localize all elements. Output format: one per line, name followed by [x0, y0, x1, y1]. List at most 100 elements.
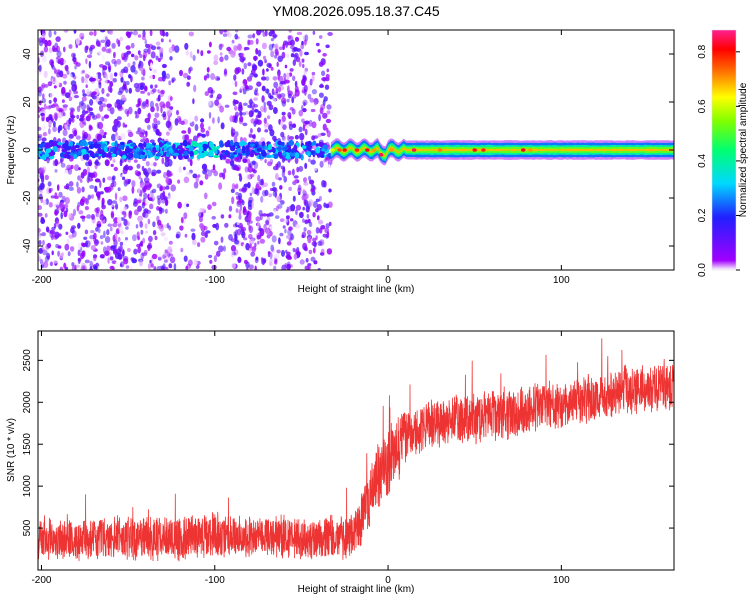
noise-blob	[268, 261, 273, 266]
noise-blob	[301, 231, 307, 239]
noise-blob	[166, 108, 171, 117]
noise-blob	[76, 187, 82, 194]
noise-blob	[256, 234, 262, 240]
spectrogram-xtick-label: -100	[205, 275, 225, 286]
noise-blob	[310, 159, 316, 165]
noise-blob	[48, 128, 51, 135]
noise-blob	[113, 51, 116, 59]
noise-blob	[243, 102, 248, 107]
noise-blob	[305, 206, 310, 213]
noise-blob	[321, 77, 327, 82]
noise-blob	[239, 111, 243, 116]
noise-blob	[54, 159, 58, 167]
noise-blob	[81, 96, 87, 102]
noise-blob	[313, 241, 317, 248]
noise-blob	[161, 75, 166, 82]
noise-blob	[118, 226, 123, 234]
noise-blob	[152, 230, 157, 236]
noise-blob	[258, 225, 262, 232]
noise-blob	[264, 88, 270, 94]
noise-blob	[246, 76, 253, 82]
noise-blob	[130, 266, 134, 270]
noise-band-blob	[266, 154, 272, 159]
noise-blob	[45, 226, 50, 233]
noise-blob	[186, 171, 192, 176]
noise-blob	[75, 37, 80, 46]
noise-blob	[154, 235, 158, 241]
noise-blob	[115, 261, 119, 269]
noise-band-blob	[73, 153, 78, 160]
noise-blob	[213, 255, 217, 263]
noise-blob	[300, 43, 305, 50]
noise-blob	[77, 249, 81, 257]
noise-blob	[87, 171, 91, 179]
noise-blob	[56, 72, 61, 78]
noise-blob	[77, 175, 81, 181]
colorbar-label: Normalized spectral amplitude	[738, 82, 749, 217]
noise-blob	[200, 231, 206, 237]
noise-blob	[235, 208, 239, 213]
noise-blob	[166, 222, 170, 229]
noise-blob	[95, 113, 101, 119]
signal-peak	[342, 148, 347, 152]
noise-band-blob	[230, 139, 234, 147]
noise-blob	[119, 159, 123, 167]
noise-blob	[226, 46, 232, 52]
noise-blob	[74, 95, 79, 99]
noise-band-blob	[111, 146, 116, 152]
noise-blob	[126, 248, 131, 252]
noise-blob	[102, 177, 106, 183]
noise-blob	[147, 47, 151, 55]
signal-band-layer	[330, 146, 674, 157]
noise-blob	[203, 75, 207, 81]
noise-blob	[302, 63, 305, 69]
snr-xlabel: Height of straight line (km)	[298, 584, 415, 595]
noise-blob	[304, 120, 310, 125]
noise-blob	[293, 175, 299, 179]
noise-blob	[255, 48, 259, 55]
noise-blob	[95, 95, 100, 103]
noise-blob	[233, 179, 239, 184]
noise-blob	[72, 53, 76, 61]
noise-blob	[284, 79, 290, 84]
noise-blob	[170, 184, 176, 192]
noise-blob	[77, 222, 81, 229]
noise-blob	[239, 115, 244, 123]
noise-blob	[208, 41, 212, 48]
noise-blob	[139, 243, 144, 248]
noise-blob	[205, 130, 210, 137]
noise-blob	[274, 215, 280, 220]
noise-blob	[252, 33, 255, 39]
noise-blob	[90, 230, 95, 234]
noise-blob	[165, 208, 168, 214]
noise-band-blob	[214, 149, 218, 155]
noise-blob	[85, 115, 91, 122]
noise-blob	[168, 47, 173, 54]
noise-blob	[81, 109, 87, 116]
noise-blob	[213, 240, 219, 246]
noise-blob	[63, 203, 69, 209]
noise-blob	[301, 150, 305, 154]
noise-blob	[323, 202, 327, 208]
noise-blob	[251, 200, 254, 209]
noise-band-blob	[77, 149, 82, 156]
noise-blob	[147, 218, 151, 225]
noise-blob	[304, 39, 307, 46]
noise-blob	[308, 158, 311, 163]
noise-blob	[295, 204, 302, 211]
noise-blob	[302, 124, 306, 132]
noise-blob	[167, 246, 173, 253]
noise-blob	[89, 47, 93, 52]
noise-blob	[282, 225, 286, 229]
noise-blob	[78, 210, 84, 215]
noise-band-blob	[97, 147, 102, 155]
noise-blob	[268, 124, 273, 132]
noise-blob	[141, 76, 145, 81]
noise-blob	[38, 254, 41, 261]
noise-blob	[266, 213, 271, 218]
noise-blob	[155, 41, 161, 46]
noise-band-blob	[52, 146, 59, 153]
noise-blob	[197, 132, 203, 137]
noise-blob	[295, 224, 301, 229]
noise-blob	[54, 192, 58, 198]
